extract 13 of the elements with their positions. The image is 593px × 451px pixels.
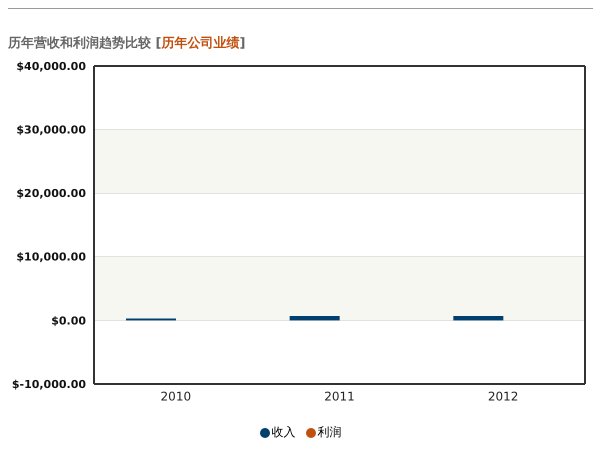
y-tick-label: $30,000.00 bbox=[16, 124, 86, 137]
y-tick-label: $0.00 bbox=[51, 314, 86, 328]
x-tick-label: 2012 bbox=[488, 390, 518, 404]
x-tick-label: 2011 bbox=[324, 390, 355, 404]
y-tick-label: $10,000.00 bbox=[16, 250, 86, 264]
legend-label: 收入 bbox=[270, 424, 296, 441]
y-tick-label: $20,000.00 bbox=[16, 187, 86, 200]
chart-subtitle: [历年公司业绩] bbox=[156, 36, 246, 51]
y-tick-label: $40,000.00 bbox=[16, 60, 86, 73]
x-tick-label: 2010 bbox=[160, 390, 192, 404]
legend-label: 利润 bbox=[316, 424, 342, 441]
y-tick-label: $-10,000.00 bbox=[12, 378, 86, 391]
chart-title: 历年营收和利润趋势比较 bbox=[8, 36, 151, 51]
